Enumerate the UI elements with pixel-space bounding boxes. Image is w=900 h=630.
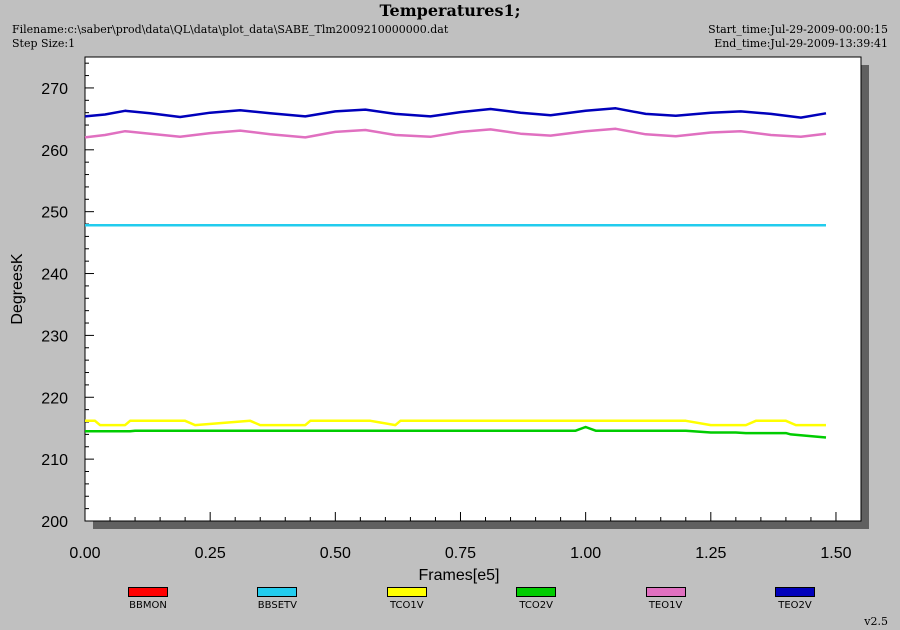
legend-label: BBMON [129, 600, 167, 611]
legend-swatch [257, 587, 298, 597]
legend-swatch [516, 587, 557, 597]
legend-label: TEO1V [648, 600, 683, 611]
y-tick-label: 270 [41, 81, 68, 98]
legend-label: TEO2V [778, 600, 812, 611]
x-tick-label: 1.50 [820, 545, 851, 562]
legend-item-teo1v: TEO1V [626, 587, 706, 611]
x-axis-label: Frames[e5] [419, 567, 500, 584]
plot-area [84, 56, 862, 522]
chart-title: Temperatures1; [379, 1, 521, 20]
start-time-text: Start_time:Jul-29-2009-00:00:15 [708, 23, 888, 36]
legend-swatch [386, 587, 427, 597]
y-axis-label: DegreesK [9, 253, 26, 324]
legend-swatch [645, 587, 686, 597]
series-tco1v-line [85, 419, 826, 427]
legend-label: TCO2V [519, 600, 553, 611]
y-tick-label: 230 [41, 328, 68, 345]
filename-text: Filename:c:\saber\prod\data\QL\data\plot… [12, 23, 449, 36]
x-tick-label: 0.50 [320, 545, 351, 562]
x-tick-label: 0.00 [69, 545, 100, 562]
legend-swatch [128, 587, 168, 597]
y-tick-label: 240 [41, 267, 68, 284]
step-size-text: Step Size:1 [12, 37, 76, 50]
x-tick-label: 1.00 [570, 545, 601, 562]
y-tick-label: 260 [41, 143, 68, 160]
series-tco2v-line [85, 425, 827, 439]
legend-label: BBSETV [257, 600, 297, 611]
x-tick-label: 0.25 [195, 545, 226, 562]
legend-swatch [775, 587, 815, 597]
series-teo1v-line [84, 127, 827, 139]
x-tick-label: 0.75 [445, 545, 476, 562]
legend-item-tco2v: TCO2V [496, 587, 576, 611]
legend-item-bbmon: BBMON [108, 587, 188, 611]
end-time-text: End_time:Jul-29-2009-13:39:41 [714, 37, 888, 50]
time-info: Start_time:Jul-29-2009-00:00:15 End_time… [708, 23, 888, 51]
y-tick-label: 210 [41, 452, 68, 469]
y-tick-label: 200 [41, 514, 68, 531]
legend-item-bbsetv: BBSETV [237, 587, 317, 611]
series-teo2v-line [84, 107, 827, 119]
y-tick-label: 250 [41, 205, 68, 222]
legend-label: TCO1V [390, 600, 424, 611]
version-label: v2.5 [864, 615, 888, 628]
x-tick-label: 1.25 [695, 545, 726, 562]
legend-item-teo2v: TEO2V [755, 587, 835, 611]
file-info: Filename:c:\saber\prod\data\QL\data\plot… [12, 23, 448, 51]
legend-item-tco1v: TCO1V [367, 587, 447, 611]
y-tick-label: 220 [41, 390, 68, 407]
